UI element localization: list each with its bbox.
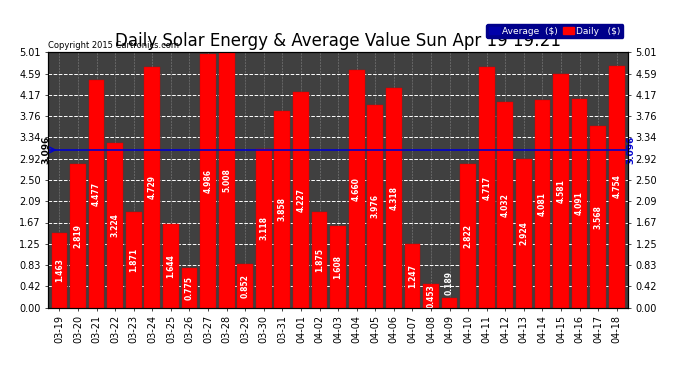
Bar <box>70 164 86 308</box>
Bar <box>331 226 346 308</box>
Bar <box>219 53 235 308</box>
Bar <box>479 68 495 308</box>
Text: Copyright 2015 Cartronics.com: Copyright 2015 Cartronics.com <box>48 41 179 50</box>
Text: 4.318: 4.318 <box>389 186 398 210</box>
Bar <box>442 298 457 307</box>
Text: 4.729: 4.729 <box>148 175 157 199</box>
Bar <box>423 285 439 308</box>
Text: 3.976: 3.976 <box>371 194 380 218</box>
Bar <box>572 99 587 308</box>
Bar <box>516 159 532 308</box>
Bar <box>275 111 290 308</box>
Text: 1.608: 1.608 <box>333 255 343 279</box>
Text: 3.224: 3.224 <box>110 213 119 237</box>
Text: 0.775: 0.775 <box>185 276 194 300</box>
Bar <box>237 264 253 308</box>
Bar <box>404 244 420 308</box>
Bar <box>367 105 383 308</box>
Bar <box>181 268 197 308</box>
Text: 3.096: 3.096 <box>41 136 50 164</box>
Text: 1.463: 1.463 <box>55 258 64 282</box>
Text: 4.032: 4.032 <box>501 193 510 217</box>
Text: 3.568: 3.568 <box>593 205 602 229</box>
Bar <box>293 92 309 308</box>
Bar <box>553 74 569 307</box>
Text: 1.875: 1.875 <box>315 248 324 272</box>
Bar <box>609 66 624 308</box>
Text: 4.227: 4.227 <box>297 188 306 212</box>
Bar <box>144 67 160 308</box>
Legend: Average  ($), Daily   ($): Average ($), Daily ($) <box>486 24 623 38</box>
Text: 4.717: 4.717 <box>482 176 491 200</box>
Title: Daily Solar Energy & Average Value Sun Apr 19 19:21: Daily Solar Energy & Average Value Sun A… <box>115 32 561 50</box>
Bar <box>386 88 402 308</box>
Bar <box>535 100 551 308</box>
Text: 2.924: 2.924 <box>520 221 529 245</box>
Bar <box>89 80 104 308</box>
Text: 1.247: 1.247 <box>408 264 417 288</box>
Text: 3.096: 3.096 <box>626 136 635 164</box>
Bar <box>107 143 123 308</box>
Text: 5.008: 5.008 <box>222 168 231 192</box>
Text: 4.986: 4.986 <box>204 169 213 193</box>
Text: 4.581: 4.581 <box>557 179 566 203</box>
Bar <box>256 149 272 308</box>
Text: 0.189: 0.189 <box>445 272 454 296</box>
Bar <box>126 212 141 308</box>
Bar <box>312 212 328 308</box>
Text: 2.822: 2.822 <box>464 224 473 248</box>
Text: 4.081: 4.081 <box>538 192 547 216</box>
Text: 4.660: 4.660 <box>352 177 361 201</box>
Text: 1.871: 1.871 <box>129 248 138 272</box>
Text: 0.453: 0.453 <box>426 284 435 308</box>
Text: 3.858: 3.858 <box>278 197 287 221</box>
Text: 4.091: 4.091 <box>575 192 584 215</box>
Bar <box>497 102 513 308</box>
Bar <box>590 126 606 308</box>
Text: 0.852: 0.852 <box>241 274 250 298</box>
Bar <box>200 54 216 307</box>
Text: 4.477: 4.477 <box>92 182 101 206</box>
Text: 1.644: 1.644 <box>166 254 175 278</box>
Bar <box>52 233 68 308</box>
Text: 3.118: 3.118 <box>259 216 268 240</box>
Bar <box>348 70 364 308</box>
Text: 4.754: 4.754 <box>612 175 621 198</box>
Bar <box>163 224 179 308</box>
Bar <box>460 164 476 308</box>
Text: 2.819: 2.819 <box>74 224 83 248</box>
